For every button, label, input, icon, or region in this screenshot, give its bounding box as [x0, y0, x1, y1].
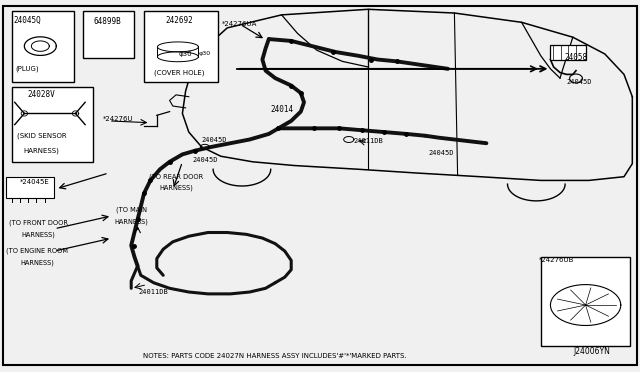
Text: NOTES: PARTS CODE 24027N HARNESS ASSY INCLUDES'#'*'MARKED PARTS.: NOTES: PARTS CODE 24027N HARNESS ASSY IN…: [143, 353, 407, 359]
Text: (TO MAIN: (TO MAIN: [116, 207, 147, 214]
Text: (TO REAR DOOR: (TO REAR DOOR: [149, 173, 203, 180]
Text: 24058: 24058: [564, 53, 588, 62]
Text: HARNESS): HARNESS): [20, 259, 54, 266]
Text: (TO ENGINE ROOM: (TO ENGINE ROOM: [6, 248, 68, 254]
Text: *24045E: *24045E: [20, 179, 50, 185]
Text: *24276UB: *24276UB: [539, 257, 575, 263]
Text: 24011DB: 24011DB: [353, 138, 383, 144]
Bar: [12, 11, 74, 82]
Text: 24045D: 24045D: [429, 150, 454, 155]
Bar: [6, 177, 54, 198]
Text: 24011DB: 24011DB: [139, 289, 168, 295]
Text: 24014: 24014: [270, 105, 293, 114]
Bar: [144, 11, 218, 82]
Text: φ30: φ30: [198, 51, 211, 56]
Text: HARNESS): HARNESS): [24, 147, 60, 154]
Text: 24045D: 24045D: [202, 137, 227, 142]
Text: φ30: φ30: [179, 51, 193, 57]
Text: 242692: 242692: [165, 16, 193, 25]
Text: HARNESS): HARNESS): [159, 185, 193, 191]
Text: 24045Q: 24045Q: [13, 16, 41, 25]
Bar: [550, 45, 586, 60]
Text: HARNESS): HARNESS): [115, 218, 148, 225]
Text: J24006YN: J24006YN: [573, 347, 611, 356]
Text: (SKID SENSOR: (SKID SENSOR: [17, 132, 67, 139]
Text: (COVER HOLE): (COVER HOLE): [154, 69, 204, 76]
Text: 24045D: 24045D: [566, 79, 592, 85]
Text: (PLUG): (PLUG): [15, 65, 38, 72]
Text: (TO FRONT DOOR: (TO FRONT DOOR: [9, 220, 68, 227]
Bar: [12, 87, 93, 162]
Bar: [83, 11, 134, 58]
Text: *24276U: *24276U: [103, 116, 134, 122]
Text: HARNESS): HARNESS): [22, 231, 55, 238]
Text: 24028V: 24028V: [28, 90, 56, 99]
Text: 24045D: 24045D: [192, 157, 218, 163]
Text: *24276UA: *24276UA: [222, 21, 258, 27]
Text: 64899B: 64899B: [93, 17, 122, 26]
Bar: [541, 257, 630, 346]
